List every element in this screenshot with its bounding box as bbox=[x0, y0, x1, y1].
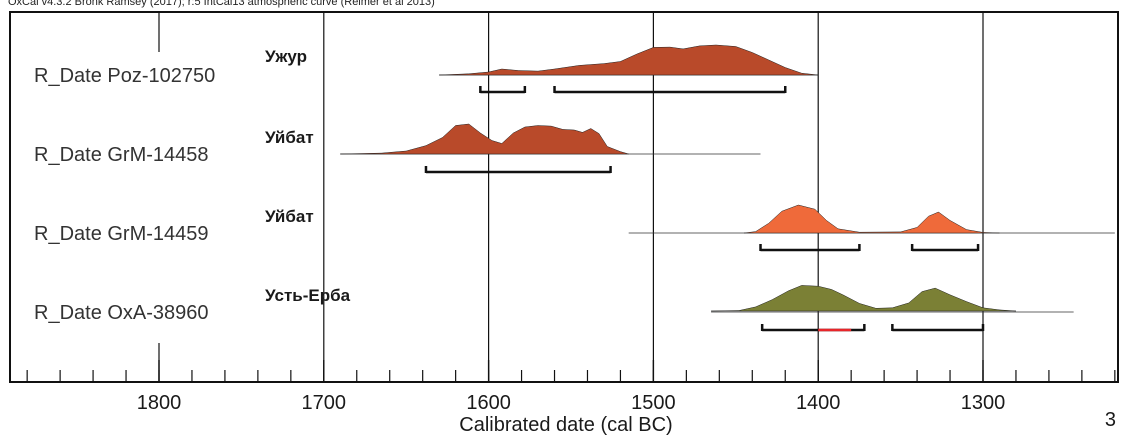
row-label-2: R_Date GrM-14459 bbox=[34, 223, 209, 245]
distribution-0 bbox=[439, 44, 819, 76]
interval-0-0 bbox=[479, 86, 527, 94]
site-label-1: Уйбат bbox=[265, 128, 314, 147]
site-label-2: Уйбат bbox=[265, 207, 314, 226]
site-label-3: Усть-Ерба bbox=[265, 286, 351, 305]
x-axis: 1800 1700 1600 1500 1400 1300 bbox=[26, 360, 1116, 414]
row-label-0: R_Date Poz-102750 bbox=[34, 65, 215, 87]
tick-label-1400: 1400 bbox=[796, 392, 841, 414]
range-lines bbox=[340, 74, 1115, 313]
tick-label-1700: 1700 bbox=[302, 392, 347, 414]
distributions bbox=[340, 44, 1017, 312]
tick-label-1600: 1600 bbox=[466, 392, 511, 414]
site-label-0: Ужур bbox=[265, 47, 307, 66]
tick-label-1500: 1500 bbox=[631, 392, 676, 414]
tick-label-1800: 1800 bbox=[137, 392, 182, 414]
row-label-1: R_Date GrM-14458 bbox=[34, 144, 209, 166]
chart-header: OxCal v4.3.2 Bronk Ramsey (2017); r:5 In… bbox=[8, 0, 435, 8]
hpd-intervals bbox=[424, 86, 985, 332]
x-axis-title: Calibrated date (cal BC) bbox=[459, 414, 672, 436]
interval-0-1 bbox=[553, 86, 787, 94]
distribution-1 bbox=[340, 123, 629, 155]
tick-label-1300: 1300 bbox=[961, 392, 1006, 414]
interval-2-0 bbox=[759, 244, 861, 252]
distribution-3 bbox=[711, 285, 1017, 312]
interval-3-1 bbox=[891, 324, 985, 332]
plot-frame bbox=[9, 11, 1119, 383]
distribution-2 bbox=[743, 204, 1000, 234]
interval-2-1 bbox=[910, 244, 980, 252]
page-number: 3 bbox=[1105, 409, 1116, 431]
row-labels: R_Date Poz-102750 Ужур R_Date GrM-14458 Уйб… bbox=[34, 47, 351, 324]
interval-1-0 bbox=[424, 166, 612, 174]
row-label-3: R_Date OxA-38960 bbox=[34, 302, 209, 324]
